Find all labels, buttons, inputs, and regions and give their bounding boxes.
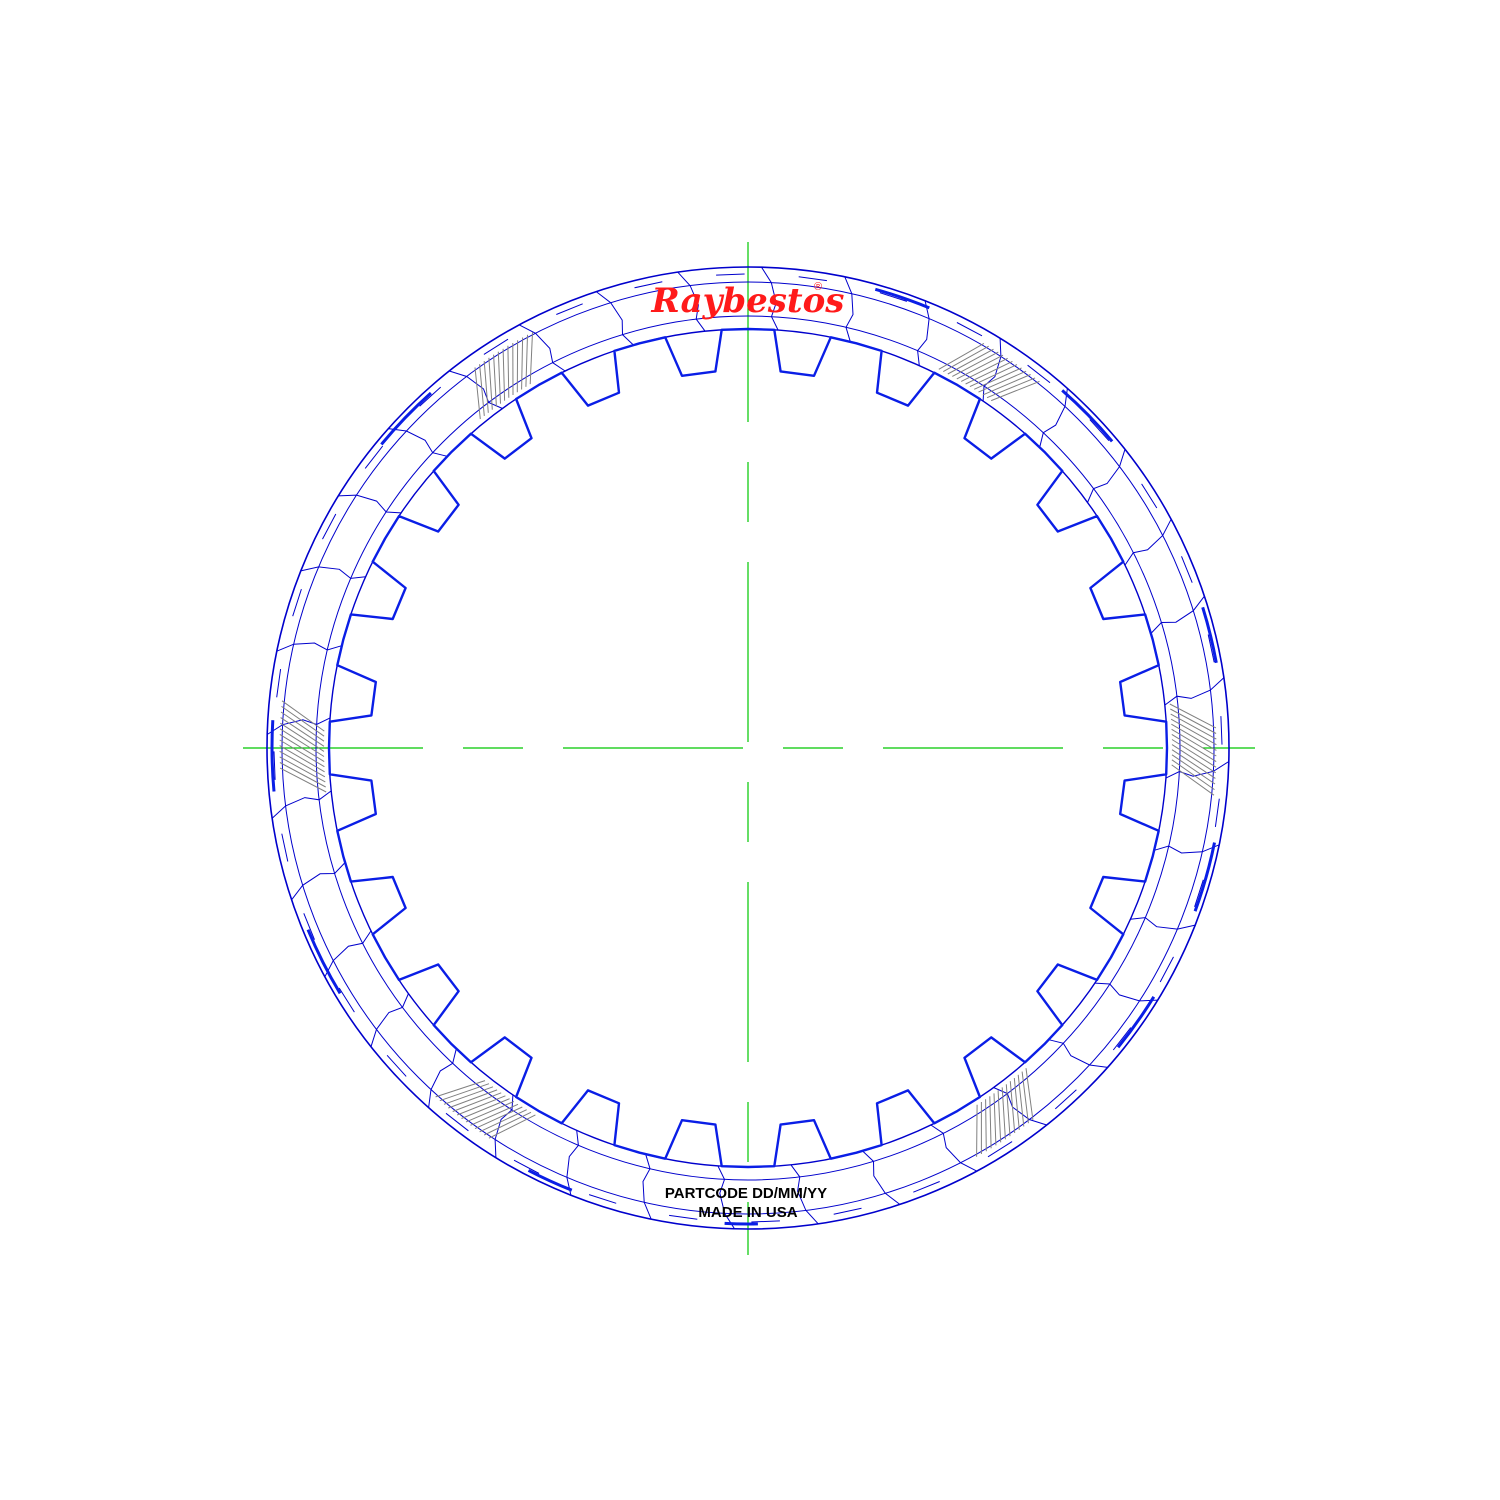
groove-lines: [279, 332, 1217, 1157]
friction-segments: [266, 266, 1230, 1230]
registered-mark: ®: [814, 281, 822, 293]
part-stamp: PARTCODE DD/MM/YY MADE IN USA: [665, 1185, 827, 1221]
groove-patches: [279, 332, 1217, 1157]
made-in-label: MADE IN USA: [698, 1204, 797, 1221]
segment-accents: [270, 287, 1218, 1226]
centerlines: [243, 242, 1255, 1255]
ring-inner-groove: [315, 315, 1181, 1181]
ring-outer-edge: [266, 266, 1230, 1230]
brand-logo-text: Raybestos: [651, 281, 845, 321]
ring-outer-groove: [281, 281, 1215, 1215]
spline-teeth-outline: [327, 327, 1169, 1169]
brand-logo: Raybestos ®: [651, 281, 845, 321]
centerline-path: [243, 242, 1255, 1255]
partcode-label: PARTCODE DD/MM/YY: [665, 1185, 827, 1202]
segment-lines: [266, 266, 1230, 1230]
internal-spline-teeth: [327, 327, 1169, 1169]
